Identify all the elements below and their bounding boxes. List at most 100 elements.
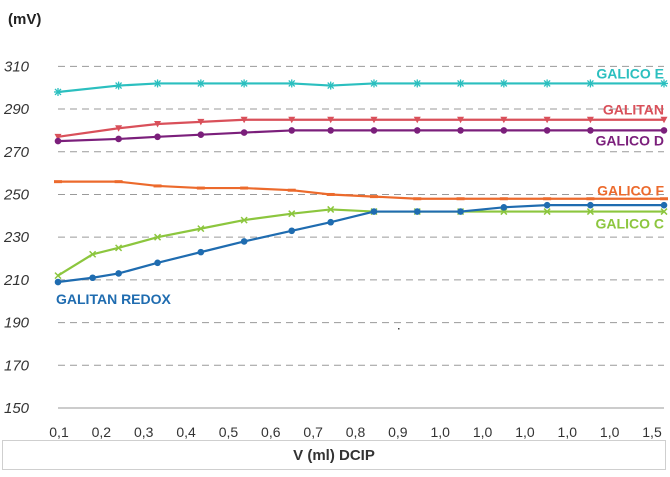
data-point [499,197,508,201]
data-point [54,137,62,145]
data-point [587,127,594,134]
y-tick-label: 270 [3,144,30,161]
series-layer [54,79,668,286]
series-galico-f [54,180,668,201]
data-point [457,208,464,215]
data-point [586,116,594,124]
data-point [288,127,296,134]
series-line [57,82,664,94]
series-line [58,180,664,200]
series-galico-e [54,79,668,96]
data-point [326,81,335,90]
series-name-label: GALITAN REDOX [56,291,172,307]
data-point [327,205,335,213]
y-tick-label: 250 [3,186,30,203]
x-tick-label: 0,5 [219,424,239,440]
data-point [197,118,205,126]
x-tick-label: 0,7 [303,424,323,440]
data-point [197,225,205,233]
x-tick-label: 1,0 [430,424,450,440]
y-tick-label: 230 [3,229,30,246]
data-point [154,233,162,241]
data-point [370,208,378,215]
data-point [240,79,249,88]
series-name-label: GALITAN [603,102,664,118]
data-point [586,197,595,201]
x-tick-label: 0,4 [176,424,196,440]
y-tick-label: 150 [4,400,30,417]
x-tick-label: 0,2 [92,424,112,440]
data-point [413,79,422,88]
x-tick-label: 1,5 [642,424,662,440]
series-line [57,204,664,284]
data-point [327,218,335,226]
data-point [456,79,465,88]
data-point [196,79,205,88]
x-tick-label: 0,6 [261,424,281,440]
x-tick-label: 0,9 [388,424,408,440]
plot-dot-mark [398,328,400,330]
data-point [543,116,551,124]
y-tick-label: 290 [3,101,30,118]
data-point [153,184,162,188]
data-point [660,79,668,88]
series-galitan [54,116,668,141]
data-point [327,127,335,134]
x-tick-label: 0,3 [134,424,154,440]
series-galitan-redox [54,201,668,286]
data-point [413,116,421,124]
data-point [115,135,122,143]
x-tick-label: 1,0 [558,424,578,440]
data-point [327,116,335,124]
data-point [287,79,296,88]
data-point [154,121,162,128]
x-tick-label: 1,0 [473,424,493,440]
y-tick-layer: 150 170 190 210 230 250 270 290 310 [3,58,30,417]
data-point [114,81,123,90]
series-name-label: GALICO C [596,216,664,232]
data-point [115,270,122,277]
series-line [57,129,664,143]
data-point [240,238,248,245]
data-point [660,197,668,201]
data-point [543,197,552,201]
data-point [369,195,378,199]
x-tick-layer: 0,1 0,2 0,3 0,4 0,5 0,6 0,7 0,8 0,9 1,0 1,0 1,0 1,0 1… [49,424,662,440]
data-point [153,79,162,88]
y-axis-label: (mV) [8,11,41,28]
data-point [586,79,595,88]
x-tick-label: 1,0 [515,424,535,440]
data-point [660,127,668,134]
data-point [240,186,249,190]
series-name-label: GALICO D [596,132,664,148]
data-point [197,131,205,138]
data-point [369,79,378,88]
data-point [413,208,421,215]
data-point [240,129,248,136]
series-name-label: GALICO F [597,183,664,199]
data-point [115,244,123,252]
data-point [115,125,123,132]
data-point [456,197,465,201]
data-point [288,116,296,124]
data-point [196,186,205,190]
data-point [197,248,205,256]
data-point [543,201,551,209]
data-point [114,180,123,184]
series-name-label: GALICO E [596,65,664,81]
data-point [240,116,248,124]
data-point [660,116,668,124]
x-axis-label: V (ml) DCIP [2,440,666,470]
x-tick-label: 0,8 [346,424,366,440]
data-point [54,87,62,96]
data-point [500,203,508,211]
series-galico-c [54,205,668,280]
grid-layer [58,65,664,409]
y-tick-label: 210 [3,272,30,289]
data-point [413,197,422,201]
data-point [288,210,296,218]
data-point [500,127,508,134]
data-point [586,208,594,216]
